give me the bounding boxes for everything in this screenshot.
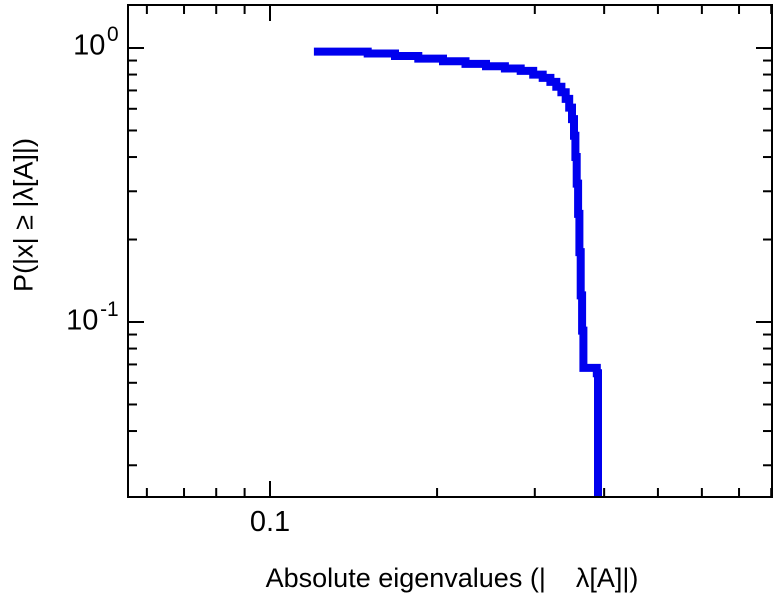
y-tick-exponent: 0 xyxy=(107,22,119,46)
y-tick-label-1e-1: 10-1 xyxy=(66,299,118,337)
x-axis-title: Absolute eigenvalues (| λ[A]|) xyxy=(265,563,639,593)
ccdf-step-curve xyxy=(313,47,602,497)
plot-frame xyxy=(127,4,773,498)
y-axis-title: P(|x| ≥ |λ[A]|) xyxy=(8,138,39,292)
y-tick-base: 10 xyxy=(73,29,106,62)
y-tick-base: 10 xyxy=(66,304,99,337)
y-tick-label-1e0: 100 xyxy=(73,24,119,62)
y-tick-exponent: -1 xyxy=(100,297,119,321)
x-tick-label-0p1: 0.1 xyxy=(249,506,291,538)
